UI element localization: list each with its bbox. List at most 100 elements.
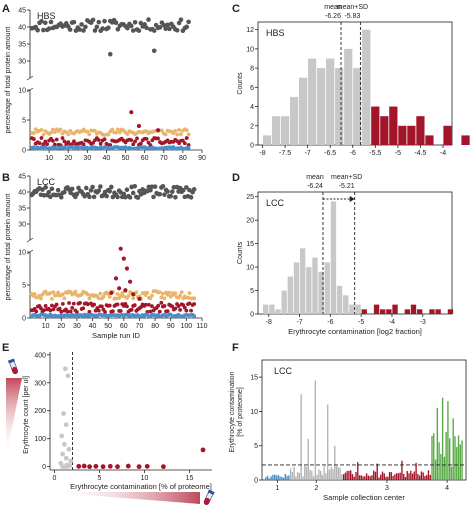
point-red — [39, 306, 43, 311]
point-dark-gray — [160, 183, 166, 189]
point-orange — [157, 290, 162, 295]
point-orange — [179, 132, 183, 137]
center-bar — [390, 472, 393, 480]
point-above-threshold — [200, 447, 206, 453]
point-dark-gray — [92, 28, 98, 33]
point-red — [144, 137, 149, 141]
point-red — [189, 308, 193, 313]
point-red — [146, 302, 151, 307]
hist-bar — [443, 125, 452, 145]
hist-bar — [404, 309, 411, 314]
center-bar — [282, 477, 285, 480]
point-outlier — [136, 123, 142, 129]
hist-bar — [330, 201, 337, 314]
point-red — [70, 142, 74, 147]
y-axis-label-b: percentage of total protein amount — [5, 194, 12, 301]
y-tick-label-f: 10 — [250, 409, 258, 416]
y-tick-label-d: 20 — [246, 218, 254, 225]
point-above-threshold — [87, 464, 92, 470]
hist-bar — [269, 304, 275, 314]
point-above-threshold — [107, 463, 113, 469]
point-red — [135, 136, 139, 141]
point-red — [70, 305, 75, 310]
point-orange — [177, 128, 181, 132]
center-bar — [433, 433, 435, 480]
center-bar — [342, 474, 345, 480]
point-dark-gray — [71, 19, 77, 25]
hist-bar — [392, 304, 398, 314]
point-red — [129, 138, 134, 143]
bars-c — [262, 29, 470, 145]
point-dark-gray — [104, 193, 109, 199]
point-dark-gray — [165, 22, 170, 28]
y-tick-label-a: 5 — [22, 118, 26, 125]
point-above-threshold — [136, 464, 142, 470]
point-outlier — [107, 51, 113, 57]
point-orange — [93, 128, 97, 133]
hist-bar — [407, 125, 416, 145]
point-dark-gray — [90, 184, 95, 190]
point-red — [54, 137, 59, 142]
point-red — [186, 143, 191, 147]
center-bar — [447, 401, 449, 480]
point-dark-gray — [109, 184, 114, 190]
point-dark-gray — [130, 190, 136, 196]
hist-bar — [353, 68, 362, 145]
center-bar — [450, 466, 453, 480]
y-axis-label-a: percentage of total protein amount — [5, 27, 12, 134]
point-outlier — [129, 110, 134, 115]
center-bar — [302, 476, 304, 480]
x-tick-label-c: -5 — [395, 150, 401, 157]
point-below-threshold — [63, 455, 69, 461]
point-dark-gray — [128, 23, 134, 29]
point-red — [57, 306, 62, 311]
point-dark-gray — [127, 195, 133, 200]
center-bar — [272, 474, 274, 480]
point-orange — [148, 296, 153, 301]
center-bar — [284, 473, 286, 480]
point-orange — [192, 296, 197, 301]
point-dark-gray — [96, 19, 102, 25]
panel-title-d: LCC — [266, 198, 285, 208]
gradient-wedge-vertical — [6, 378, 22, 458]
point-red — [96, 308, 101, 313]
annotation-label-c: mean — [324, 4, 342, 11]
point-red — [138, 141, 143, 146]
y-tick-label-f: 0 — [254, 478, 258, 485]
center-bar — [337, 467, 339, 480]
point-red — [156, 303, 161, 308]
x-tick-label-c: -6.5 — [324, 150, 336, 157]
center-bar — [314, 380, 317, 480]
x-axis-label-e: Erythrocyte contamination [% of proteome… — [70, 482, 212, 491]
point-red — [78, 301, 82, 305]
hist-bar — [410, 304, 417, 314]
point-above-threshold — [161, 464, 166, 470]
center-bar — [266, 475, 269, 480]
center-bar — [434, 459, 437, 480]
point-dark-gray — [48, 19, 54, 25]
point-red — [184, 136, 189, 140]
point-dark-gray — [43, 185, 48, 190]
point-orange — [39, 128, 44, 132]
point-dark-gray — [186, 19, 191, 25]
tube-liquid — [12, 366, 18, 374]
x-tick-label-a: 70 — [160, 155, 168, 162]
point-dark-gray — [115, 194, 120, 200]
point-orange — [173, 128, 178, 133]
x-tick-label-b: 30 — [73, 323, 81, 330]
point-dark-gray — [110, 194, 116, 200]
center-bar — [332, 469, 334, 480]
center-bar — [461, 440, 463, 480]
y-axis-label-d: Counts — [237, 241, 244, 264]
center-bar — [351, 474, 354, 480]
x-tick-label-b: 50 — [104, 323, 112, 330]
hist-bar — [435, 309, 441, 314]
x-axis-label-b: Sample run ID — [92, 331, 141, 340]
mean-sd-arrow-head — [349, 196, 355, 202]
tube-liquid — [204, 497, 210, 505]
y-tick-label-b: 45 — [18, 174, 26, 181]
center-bar — [431, 435, 433, 480]
center-bar — [367, 475, 370, 480]
x-tick-label-d: -7 — [296, 319, 302, 326]
hist-bar — [281, 290, 287, 314]
